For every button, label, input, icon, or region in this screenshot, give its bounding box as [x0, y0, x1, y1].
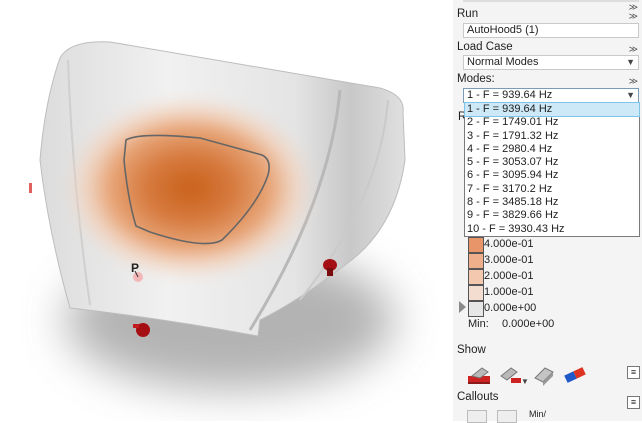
- modes-dropdown-list[interactable]: 1 - F = 939.64 Hz 2 - F = 1749.01 Hz 3 -…: [464, 101, 640, 237]
- results-label-partial: R: [458, 111, 467, 123]
- run-value: AutoHood5 (1): [467, 24, 539, 36]
- mode-option[interactable]: 2 - F = 1749.01 Hz: [467, 116, 559, 129]
- inner-panel-outline: [123, 134, 270, 245]
- legend-slider-handle[interactable]: [459, 301, 466, 313]
- magnet-icon[interactable]: [562, 364, 588, 386]
- legend-swatch: [468, 237, 484, 253]
- menu-icon[interactable]: ≡: [627, 366, 640, 379]
- legend-value: 1.000e-01: [484, 286, 534, 298]
- legend-value: 2.000e-01: [484, 270, 534, 282]
- legend-swatch: [468, 253, 484, 269]
- modes-selected-value: 1 - F = 939.64 Hz: [467, 89, 553, 101]
- legend-value: 4.000e-01: [484, 238, 534, 250]
- constraint-pin: [133, 323, 150, 337]
- chevron-down-icon: ▼: [626, 90, 635, 100]
- mode-option[interactable]: 1 - F = 939.64 Hz: [464, 101, 640, 118]
- mode-option[interactable]: 10 - F = 3930.43 Hz: [467, 222, 565, 235]
- cutaway-view-icon[interactable]: [497, 364, 523, 386]
- legend-swatch: [468, 269, 484, 285]
- load-case-select[interactable]: Normal Modes ▼: [463, 55, 639, 70]
- mode-option[interactable]: 7 - F = 3170.2 Hz: [467, 182, 553, 195]
- legend-swatch: [468, 285, 484, 301]
- probe-marker-arrow: [134, 270, 139, 278]
- load-case-value: Normal Modes: [467, 56, 539, 68]
- mode-option[interactable]: 3 - F = 1791.32 Hz: [467, 129, 559, 142]
- callouts-menu-icon[interactable]: ≡: [627, 396, 640, 409]
- load-case-label: Load Case: [457, 41, 513, 53]
- collapse-modes-icon[interactable]: ≫: [628, 76, 638, 86]
- solid-view-icon[interactable]: [466, 364, 492, 386]
- legend-value: 0.000e+00: [484, 302, 537, 314]
- chevron-down-icon: ▼: [626, 57, 635, 67]
- probe-label: P: [131, 261, 139, 275]
- legend-min-label: Min:: [468, 318, 489, 330]
- displacement-contour: [65, 96, 315, 280]
- show-label: Show: [457, 344, 486, 356]
- mode-option[interactable]: 4 - F = 2980.4 Hz: [467, 142, 553, 155]
- edge-marker: [29, 183, 32, 193]
- run-field[interactable]: AutoHood5 (1): [463, 23, 639, 38]
- run-label: Run: [457, 8, 479, 20]
- legend-min-value: 0.000e+00: [502, 318, 555, 330]
- chevron-down-icon[interactable]: ▼: [521, 377, 529, 386]
- panel-header-strip: [463, 0, 639, 2]
- constraint-pin: [323, 259, 337, 276]
- callout-minmax-label: Min/: [529, 409, 547, 419]
- mode-option[interactable]: 8 - F = 3485.18 Hz: [467, 196, 559, 209]
- 3d-viewport[interactable]: P: [0, 0, 453, 421]
- hood-crease-right-2: [299, 99, 389, 301]
- iso-view-icon[interactable]: [531, 364, 557, 386]
- mode-option[interactable]: 6 - F = 3095.94 Hz: [467, 169, 559, 182]
- collapse-load-case-icon[interactable]: ≫: [628, 44, 638, 54]
- callouts-label: Callouts: [457, 391, 499, 403]
- legend-value: 3.000e-01: [484, 254, 534, 266]
- collapse-run-icon[interactable]: ≫: [628, 11, 638, 21]
- callout-icon[interactable]: [467, 410, 487, 423]
- hood-model[interactable]: P: [0, 0, 453, 421]
- legend-swatch: [468, 301, 484, 317]
- mode-option[interactable]: 9 - F = 3829.66 Hz: [467, 209, 559, 222]
- collapse-icon[interactable]: ≫: [628, 2, 638, 12]
- callout-icon[interactable]: [497, 410, 517, 423]
- modes-select[interactable]: 1 - F = 939.64 Hz ▼: [463, 88, 639, 103]
- modes-label: Modes:: [457, 73, 495, 85]
- mode-option[interactable]: 5 - F = 3053.07 Hz: [467, 156, 559, 169]
